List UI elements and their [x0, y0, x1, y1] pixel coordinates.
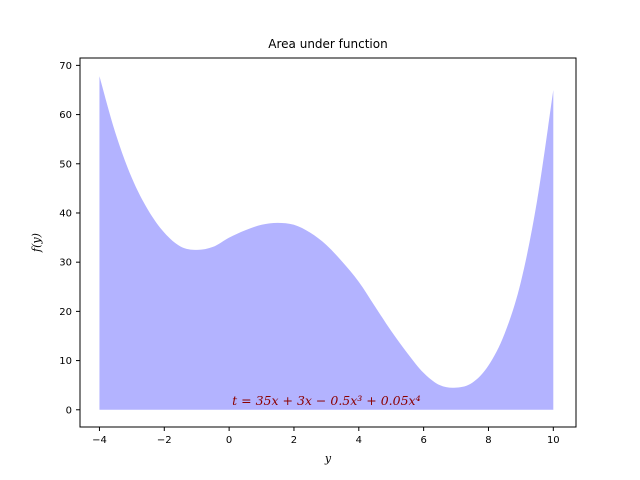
area-fill [99, 76, 554, 410]
x-tick-label: 6 [420, 435, 426, 446]
formula-annotation: t = 35x + 3x − 0.5x³ + 0.05x⁴ [232, 393, 421, 408]
y-tick-label: 50 [59, 159, 72, 170]
x-axis-ticks: −4 −2 0 2 4 6 8 10 [92, 427, 560, 446]
y-tick-label: 60 [59, 110, 72, 121]
chart-title: Area under function [268, 37, 387, 51]
y-tick-label: 10 [59, 356, 72, 367]
x-tick-label: 10 [547, 435, 560, 446]
y-tick-label: 0 [66, 405, 72, 416]
y-axis-ticks: 0 10 20 30 40 50 60 70 [59, 61, 80, 416]
x-tick-label: −4 [92, 435, 107, 446]
y-tick-label: 30 [59, 258, 72, 269]
x-tick-label: −2 [157, 435, 172, 446]
y-tick-label: 40 [59, 208, 72, 219]
y-tick-label: 20 [59, 307, 72, 318]
x-tick-label: 4 [356, 435, 362, 446]
x-tick-label: 0 [226, 435, 232, 446]
x-tick-label: 8 [485, 435, 491, 446]
x-tick-label: 2 [291, 435, 297, 446]
y-tick-label: 70 [59, 61, 72, 72]
axes-frame [79, 57, 577, 428]
plot-layer [99, 76, 554, 410]
y-axis-label: f(y) [30, 233, 43, 253]
x-axis-label: y [324, 452, 332, 465]
